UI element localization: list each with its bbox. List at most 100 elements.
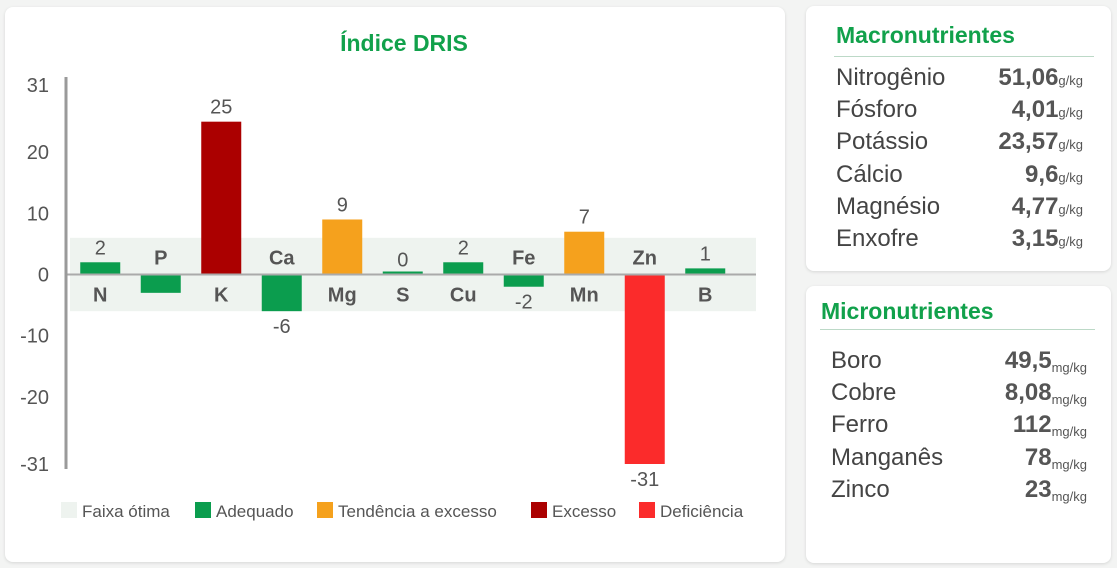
bar-ca <box>261 274 302 312</box>
value-label: -6 <box>273 316 291 338</box>
legend-swatch-deficiencia <box>639 502 655 518</box>
macronutrient-name: Potássio <box>836 128 929 156</box>
legend-swatch-faixa <box>61 502 77 518</box>
micronutrient-row: Cobre 8,08mg/kg <box>831 377 1087 409</box>
bar-cu <box>443 262 484 275</box>
value-label: -2 <box>515 292 533 314</box>
micronutrient-value: 49,5mg/kg <box>1005 345 1087 384</box>
macronutrient-name: Cálcio <box>836 160 903 188</box>
micronutrient-row: Ferro 112mg/kg <box>831 409 1087 441</box>
value-label: 7 <box>579 207 590 229</box>
category-label: Zn <box>633 248 657 270</box>
category-label: N <box>93 285 107 307</box>
micronutrient-value: 78mg/kg <box>1025 442 1087 481</box>
micronutrient-value: 112mg/kg <box>1013 409 1087 448</box>
micronutrient-number: 49,5 <box>1004 347 1052 374</box>
micronutrient-unit: mg/kg <box>1051 488 1087 504</box>
macronutrient-name: Nitrogênio <box>836 64 946 91</box>
y-tick-label: 20 <box>27 142 49 164</box>
legend-swatch-adequado <box>195 502 211 518</box>
value-label: 2 <box>458 237 469 259</box>
micronutrient-name: Manganês <box>831 443 944 471</box>
category-label: Cu <box>450 285 477 307</box>
micronutrient-name: Boro <box>831 347 882 374</box>
micronutrients-panel: Micronutrientes Boro 49,5mg/kg Cobre 8,08mg… <box>806 286 1111 563</box>
bar-zn <box>624 274 665 464</box>
dris-chart-card: Índice DRIS 31 20 10 0 -10 -20 -31 N 2 P K 25 Ca -6 Mg 9… <box>5 7 785 562</box>
micronutrient-row: Boro 49,5mg/kg <box>831 345 1087 377</box>
micronutrient-name: Zinco <box>831 475 890 503</box>
bar-mg <box>322 219 363 275</box>
category-label: B <box>698 285 712 307</box>
macronutrients-panel: Macronutrientes Nitrogênio 51,06g/kg Fósfo… <box>806 6 1111 271</box>
macronutrient-row: Fósforo 4,01g/kg <box>836 94 1083 126</box>
macronutrient-row: Magnésio 4,77g/kg <box>836 191 1083 223</box>
macronutrient-name: Enxofre <box>836 225 919 252</box>
micronutrients-divider <box>820 329 1095 330</box>
legend-label: Deficiência <box>660 502 744 521</box>
macronutrient-number: 3,15 <box>1011 225 1059 252</box>
micronutrient-number: 8,08 <box>1004 379 1052 407</box>
macronutrient-unit: g/kg <box>1058 137 1083 153</box>
macronutrient-value: 9,6g/kg <box>1025 159 1083 194</box>
macronutrient-unit: g/kg <box>1058 73 1083 88</box>
y-tick-label: -10 <box>20 326 49 348</box>
macronutrient-unit: g/kg <box>1058 105 1083 121</box>
macronutrient-row: Cálcio 9,6g/kg <box>836 159 1083 191</box>
macronutrient-name: Fósforo <box>836 96 918 124</box>
macronutrient-row: Nitrogênio 51,06g/kg <box>836 62 1083 94</box>
legend-label: Faixa ótima <box>82 502 170 521</box>
bar-k <box>201 121 242 275</box>
macronutrient-value: 4,77g/kg <box>1012 191 1083 226</box>
macronutrients-divider <box>834 56 1094 57</box>
value-label: 2 <box>95 237 106 259</box>
macronutrient-unit: g/kg <box>1058 201 1083 217</box>
micronutrient-row: Manganês 78mg/kg <box>831 442 1087 474</box>
bar-fe <box>503 274 544 287</box>
macronutrient-value: 4,01g/kg <box>1012 94 1083 129</box>
category-label: S <box>396 285 409 307</box>
macronutrient-value: 3,15g/kg <box>1012 223 1083 258</box>
y-tick-label: -31 <box>20 454 49 476</box>
value-label: 9 <box>337 194 348 216</box>
category-label: P <box>154 248 167 270</box>
category-label: Fe <box>512 248 535 270</box>
macronutrient-row: Potássio 23,57g/kg <box>836 126 1083 158</box>
macronutrients-title: Macronutrientes <box>836 22 1015 48</box>
macronutrient-name: Magnésio <box>836 192 941 220</box>
legend-label: Excesso <box>552 502 616 521</box>
macronutrient-value: 51,06g/kg <box>998 62 1083 97</box>
value-label: -31 <box>630 469 659 491</box>
chart-title: Índice DRIS <box>340 29 468 56</box>
category-label: Mg <box>328 285 357 307</box>
micronutrient-unit: mg/kg <box>1051 392 1087 408</box>
bar-s <box>382 271 423 275</box>
micronutrients-title: Micronutrientes <box>821 298 994 324</box>
micronutrient-number: 78 <box>1024 443 1052 471</box>
category-label: Ca <box>269 248 295 270</box>
value-label: 0 <box>397 250 408 272</box>
macronutrient-value: 23,57g/kg <box>998 126 1083 161</box>
y-tick-label: 31 <box>27 75 49 97</box>
micronutrient-value: 23mg/kg <box>1025 474 1087 513</box>
macronutrient-number: 9,6 <box>1025 160 1059 188</box>
bar-n <box>80 262 121 275</box>
y-tick-label: 0 <box>38 265 49 287</box>
micronutrient-unit: mg/kg <box>1051 360 1087 375</box>
micronutrient-unit: mg/kg <box>1051 424 1087 440</box>
micronutrient-number: 23 <box>1024 475 1052 503</box>
bar-p <box>140 274 181 293</box>
bar-b <box>685 268 726 275</box>
bar-mn <box>564 231 605 275</box>
micronutrient-row: Zinco 23mg/kg <box>831 474 1087 506</box>
micronutrient-unit: mg/kg <box>1051 456 1087 472</box>
macronutrient-number: 51,06 <box>998 64 1059 91</box>
value-label: 25 <box>210 97 232 119</box>
category-label: Mn <box>570 285 599 307</box>
micronutrient-number: 112 <box>1012 411 1052 439</box>
macronutrient-row: Enxofre 3,15g/kg <box>836 223 1083 255</box>
y-tick-label: 10 <box>27 203 49 225</box>
macronutrient-unit: g/kg <box>1058 169 1083 185</box>
value-label: 1 <box>700 243 711 265</box>
legend-label: Adequado <box>216 502 294 521</box>
